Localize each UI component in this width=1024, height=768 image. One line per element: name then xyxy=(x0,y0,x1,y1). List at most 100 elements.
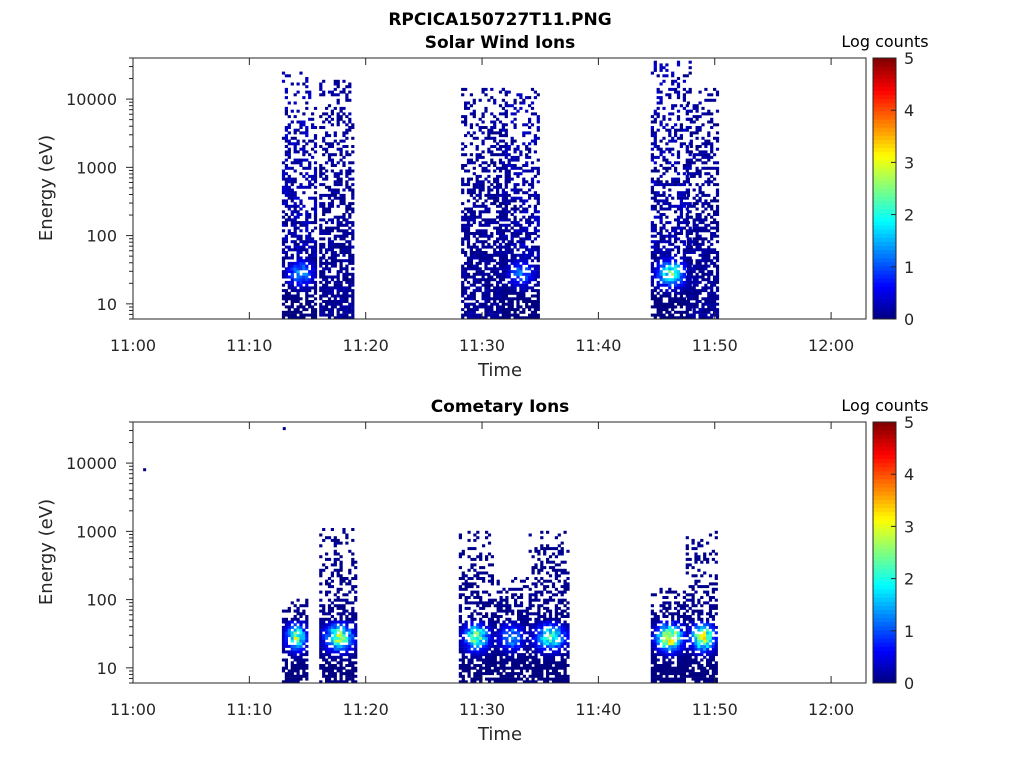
spectrogram-cell xyxy=(319,172,323,176)
spectrogram-cell xyxy=(496,191,500,195)
spectrogram-cell xyxy=(351,617,355,621)
spectrogram-cell xyxy=(333,280,337,284)
spectrogram-cell xyxy=(470,585,474,589)
spectrogram-cell xyxy=(668,112,672,116)
spectrogram-cell xyxy=(296,674,300,678)
spectrogram-cell xyxy=(339,289,343,293)
spectrogram-cell xyxy=(469,261,473,265)
spectrogram-cell xyxy=(287,275,291,279)
spectrogram-cell xyxy=(325,590,329,594)
spectrogram-cell xyxy=(475,229,479,233)
spectrogram-cell xyxy=(296,248,300,252)
spectrogram-cell xyxy=(325,669,329,673)
spectrogram-cell xyxy=(325,289,329,293)
spectrogram-cell xyxy=(476,585,480,589)
spectrogram-cell xyxy=(345,93,349,97)
spectrogram-cell xyxy=(504,199,508,203)
spectrogram-cell xyxy=(472,308,476,312)
spectrogram-cell xyxy=(342,199,346,203)
spectrogram-cell xyxy=(302,308,306,312)
spectrogram-cell xyxy=(689,134,693,138)
spectrogram-cell xyxy=(713,300,717,303)
spectrogram-cell xyxy=(293,169,297,173)
spectrogram-cell xyxy=(676,77,681,80)
spectrogram-cell xyxy=(701,161,705,165)
spectrogram-cell xyxy=(354,566,358,570)
spectrogram-cell xyxy=(676,215,681,219)
spectrogram-cell xyxy=(327,680,332,684)
spectrogram-cell xyxy=(325,582,329,586)
spectrogram-cell xyxy=(305,620,309,624)
spectrogram-cell xyxy=(695,280,699,284)
spectrogram-cell xyxy=(290,644,294,648)
spectrogram-cell xyxy=(319,126,323,129)
spectrogram-cell xyxy=(689,131,693,135)
spectrogram-cell xyxy=(342,639,346,643)
spectrogram-cell xyxy=(676,264,681,268)
spectrogram-cell xyxy=(513,210,517,214)
spectrogram-cell xyxy=(342,300,346,303)
spectrogram-cell xyxy=(330,636,334,640)
spectrogram-cell xyxy=(536,193,540,197)
spectrogram-cell xyxy=(519,196,523,200)
spectrogram-cell xyxy=(322,644,326,648)
spectrogram-cell xyxy=(302,669,306,673)
spectrogram-cell xyxy=(504,291,508,295)
spectrogram-cell xyxy=(293,242,297,246)
spectrogram-cell xyxy=(668,305,672,309)
spectrogram-cell xyxy=(319,313,323,317)
spectrogram-cell xyxy=(287,150,291,154)
spectrogram-cell xyxy=(653,139,657,143)
spectrogram-cell xyxy=(339,555,343,559)
spectrogram-cell xyxy=(348,240,352,244)
spectrogram-cell xyxy=(496,221,500,225)
spectrogram-cell xyxy=(325,566,329,570)
spectrogram-cell xyxy=(475,174,479,178)
spectrogram-cell xyxy=(519,199,523,203)
spectrogram-cell xyxy=(473,664,477,667)
spectrogram-cell xyxy=(351,316,355,320)
spectrogram-cell xyxy=(496,283,500,287)
spectrogram-cell xyxy=(348,188,352,192)
spectrogram-cell xyxy=(281,71,286,75)
spectrogram-cell xyxy=(325,264,329,268)
spectrogram-cell xyxy=(504,302,508,306)
spectrogram-cell xyxy=(530,316,535,320)
spectrogram-cell xyxy=(698,215,702,219)
spectrogram-cell xyxy=(339,316,343,320)
spectrogram-cell xyxy=(330,199,334,203)
spectrogram-cell xyxy=(496,305,500,309)
spectrogram-cell xyxy=(653,120,657,124)
spectrogram-cell xyxy=(336,188,340,192)
spectrogram-cell xyxy=(522,229,526,233)
spectrogram-cell xyxy=(484,221,488,225)
spectrogram-cell xyxy=(299,71,303,75)
spectrogram-cell xyxy=(313,310,318,314)
spectrogram-cell xyxy=(530,213,535,216)
spectrogram-cell xyxy=(695,153,699,157)
spectrogram-cell xyxy=(478,117,482,121)
spectrogram-cell xyxy=(281,240,286,244)
spectrogram-cell xyxy=(528,305,532,309)
spectrogram-cell xyxy=(516,109,520,113)
spectrogram-cell xyxy=(701,218,705,222)
spectrogram-cell xyxy=(698,188,702,192)
spectrogram-cell xyxy=(713,261,717,265)
spectrogram-cell xyxy=(671,74,675,78)
colorbar-segment xyxy=(873,302,896,308)
x-tick-label: 11:30 xyxy=(459,336,505,355)
spectrogram-cell xyxy=(311,240,315,244)
spectrogram-cell xyxy=(707,177,711,181)
colorbar-segment xyxy=(873,106,896,112)
spectrogram-cell xyxy=(467,642,471,646)
spectrogram-cell xyxy=(281,680,286,684)
spectrogram-cell xyxy=(715,147,720,151)
spectrogram-cell xyxy=(536,126,540,129)
spectrogram-cell xyxy=(287,316,291,320)
spectrogram-cell xyxy=(665,196,669,200)
spectrogram-cell xyxy=(467,596,471,599)
spectrogram-cell xyxy=(715,169,720,173)
spectrogram-cell xyxy=(293,647,297,651)
spectrogram-cell xyxy=(490,234,494,238)
spectrogram-cell xyxy=(336,552,340,556)
